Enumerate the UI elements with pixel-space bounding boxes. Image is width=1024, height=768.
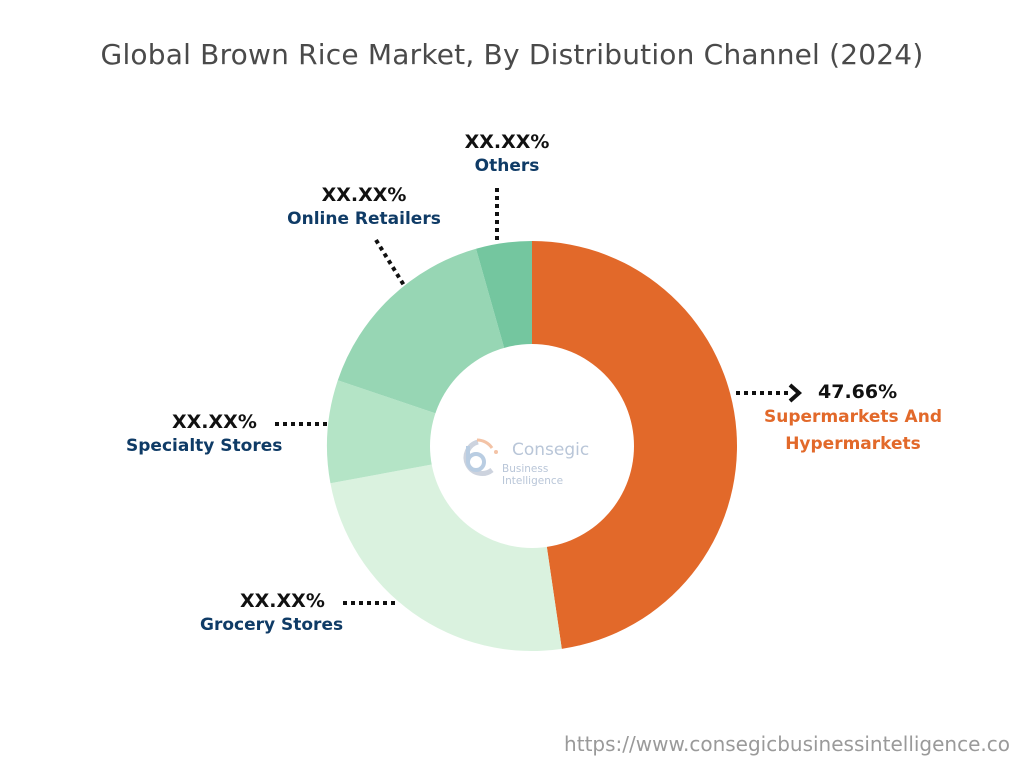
- logo-brand: Consegic: [512, 440, 590, 460]
- label-online-retailers: XX.XX% Online Retailers: [287, 184, 441, 229]
- logo-mark-icon: [463, 438, 498, 476]
- slice-specialty-stores: [327, 380, 532, 484]
- slice-supermarkets-and-hypermarkets: [532, 241, 738, 649]
- source-url: https://www.consegicbusinessintelligence…: [564, 732, 1010, 756]
- label-grocery-stores: XX.XX% Grocery Stores: [200, 590, 344, 635]
- chart-title: Global Brown Rice Market, By Distributio…: [100, 38, 924, 71]
- leader-online: [374, 238, 407, 289]
- label-supermarkets-value: 47.66%: [818, 381, 898, 403]
- label-others: XX.XX% Others: [464, 131, 550, 176]
- label-supermarkets-name: Supermarkets And Hypermarkets: [764, 407, 942, 455]
- arrowhead-icon: [788, 383, 803, 403]
- label-supermarkets: 47.66%: [818, 381, 897, 404]
- label-specialty-stores: XX.XX% Specialty Stores: [126, 411, 283, 456]
- donut-hole: [430, 344, 634, 548]
- logo-tagline: Business Intelligence: [502, 463, 564, 487]
- brand-logo: Consegic Business Intelligence: [452, 428, 612, 488]
